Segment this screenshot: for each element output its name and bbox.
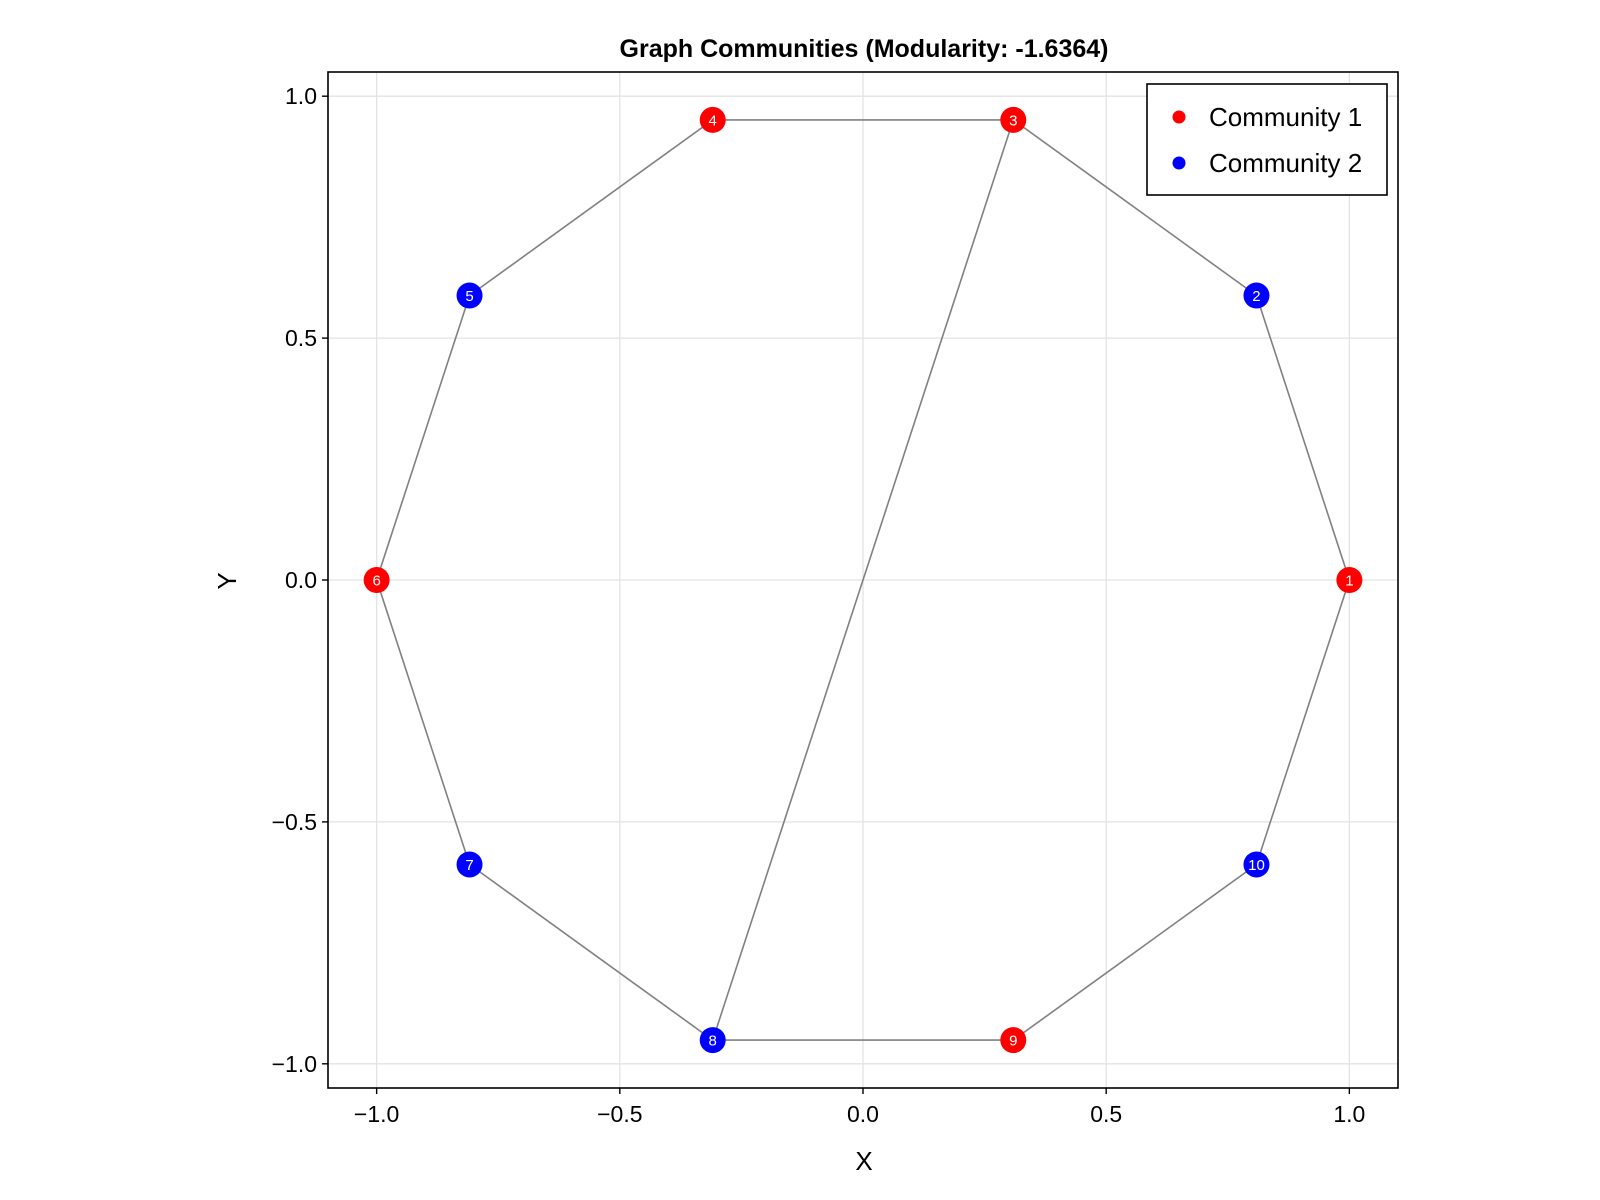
y-tick-label: −0.5 — [272, 809, 317, 835]
graph-edge — [711, 119, 1015, 1041]
legend-marker-community-2 — [1172, 156, 1186, 170]
graph-node — [699, 106, 726, 133]
x-axis-label: X — [855, 1146, 872, 1176]
y-tick-label: 0.0 — [285, 567, 317, 593]
node-label: 5 — [465, 288, 473, 305]
node-label: 2 — [1252, 288, 1260, 305]
graph-edge — [375, 579, 471, 865]
graph-edge — [469, 119, 714, 297]
legend-label-community-2: Community 2 — [1209, 148, 1362, 178]
graph-node — [1243, 851, 1270, 878]
node-label: 8 — [709, 1033, 717, 1050]
node-label: 9 — [1009, 1033, 1017, 1050]
node-label: 6 — [372, 573, 380, 590]
graph-node — [363, 567, 390, 593]
x-tick-label: 1.0 — [1333, 1101, 1365, 1127]
graph-node — [699, 1027, 726, 1054]
graph-node — [1243, 282, 1270, 309]
node-label: 4 — [709, 112, 717, 129]
nodes: 1 2 3 4 5 6 7 8 9 10 — [363, 106, 1363, 1054]
x-tick-label: 0.0 — [847, 1101, 879, 1127]
x-tick-label: 0.5 — [1090, 1101, 1122, 1127]
graph-edge — [375, 295, 471, 581]
graph-node — [1000, 106, 1027, 133]
node-label: 3 — [1009, 112, 1017, 129]
graph-edge — [469, 863, 714, 1041]
graph-node — [1000, 1027, 1027, 1054]
graph-edge — [1255, 295, 1351, 581]
x-tick-label: −0.5 — [597, 1101, 642, 1127]
graph-node — [456, 851, 483, 878]
legend-marker-community-1 — [1172, 110, 1186, 124]
legend-box — [1146, 83, 1388, 196]
node-label: 10 — [1248, 857, 1265, 874]
node-label: 1 — [1345, 573, 1353, 590]
axis-ticks: −1.0 −0.5 0.0 0.5 1.0 −1.0 −0.5 0.0 0.5 1.0 — [272, 83, 1366, 1127]
node-label: 7 — [465, 857, 473, 874]
y-axis-label: Y — [212, 572, 242, 589]
graph-edge — [1012, 863, 1257, 1041]
y-tick-label: −1.0 — [272, 1051, 317, 1077]
graph-node — [456, 282, 483, 309]
legend: Community 1 Community 2 — [1146, 83, 1388, 196]
y-tick-label: 1.0 — [285, 83, 317, 109]
graph-node — [1336, 567, 1363, 593]
chart-title: Graph Communities (Modularity: -1.6364) — [620, 35, 1109, 63]
edges — [375, 119, 1351, 1041]
graph-edge — [1012, 119, 1257, 297]
y-tick-label: 0.5 — [285, 325, 317, 351]
legend-label-community-1: Community 1 — [1209, 102, 1362, 132]
graph-edge — [1255, 579, 1351, 865]
x-tick-label: −1.0 — [354, 1101, 399, 1127]
